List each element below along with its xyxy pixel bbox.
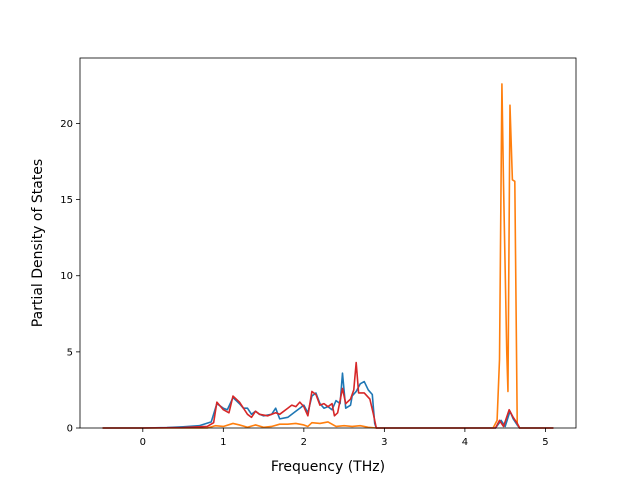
x-axis-title: Frequency (THz): [271, 459, 385, 475]
x-axis-ticks: 0 1 2 3 4 5: [140, 428, 549, 448]
y-axis-title: Partial Density of States: [30, 159, 46, 327]
y-tick-label: 10: [60, 271, 73, 282]
x-tick-label: 2: [301, 437, 307, 448]
y-tick-label: 0: [67, 424, 73, 435]
plot-frame: [79, 57, 577, 429]
x-tick-label: 5: [542, 437, 548, 448]
x-tick-label: 0: [140, 437, 146, 448]
y-axis-ticks: 0 5 10 15 20: [60, 119, 80, 435]
series-line-2: [102, 83, 554, 429]
x-tick-label: 3: [381, 437, 387, 448]
y-tick-label: 5: [67, 347, 73, 358]
y-tick-label: 20: [60, 119, 73, 130]
y-tick-label: 15: [60, 195, 73, 206]
plot-background: [80, 58, 576, 428]
x-tick-label: 4: [462, 437, 468, 448]
x-tick-label: 1: [220, 437, 226, 448]
